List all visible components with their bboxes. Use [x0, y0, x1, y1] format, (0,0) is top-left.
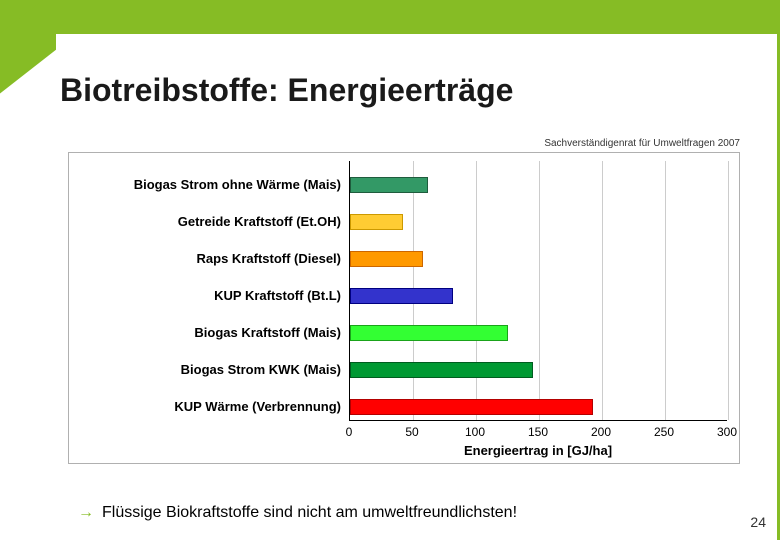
gridline [539, 161, 540, 420]
gridline [602, 161, 603, 420]
top-accent-band [0, 0, 780, 34]
bar [350, 362, 533, 378]
bar-category-label: Getreide Kraftstoff (Et.OH) [71, 214, 341, 230]
x-tick-label: 0 [346, 425, 353, 439]
x-tick-label: 300 [717, 425, 737, 439]
bar-category-label: Raps Kraftstoff (Diesel) [71, 251, 341, 267]
gridline [728, 161, 729, 420]
page-number: 24 [750, 514, 766, 530]
x-tick-label: 100 [465, 425, 485, 439]
bar [350, 399, 593, 415]
arrow-icon: → [78, 504, 94, 522]
chart-plot-area [349, 161, 727, 421]
slide-root: Biotreibstoffe: Energieerträge Sachverst… [0, 0, 780, 540]
bullet-text: Flüssige Biokraftstoffe sind nicht am um… [102, 504, 517, 522]
bar [350, 214, 403, 230]
source-citation: Sachverständigenrat für Umweltfragen 200… [544, 138, 740, 149]
x-tick-label: 250 [654, 425, 674, 439]
x-tick-label: 150 [528, 425, 548, 439]
bar [350, 177, 428, 193]
bar [350, 325, 508, 341]
gridline [476, 161, 477, 420]
bar [350, 288, 453, 304]
bar-category-label: Biogas Strom ohne Wärme (Mais) [71, 177, 341, 193]
bar-category-label: Biogas Strom KWK (Mais) [71, 362, 341, 378]
bar-category-label: Biogas Kraftstoff (Mais) [71, 325, 341, 341]
x-axis-title: Energieertrag in [GJ/ha] [349, 443, 727, 458]
slide-title: Biotreibstoffe: Energieerträge [60, 72, 513, 109]
bar-category-label: KUP Kraftstoff (Bt.L) [71, 288, 341, 304]
bar-category-label: KUP Wärme (Verbrennung) [71, 399, 341, 415]
chart-container: Energieertrag in [GJ/ha] 0 50 100 150 200 250… [68, 152, 740, 464]
bar [350, 251, 423, 267]
bullet-line: → Flüssige Biokraftstoffe sind nicht am … [78, 504, 517, 522]
x-tick-label: 200 [591, 425, 611, 439]
gridline [665, 161, 666, 420]
x-tick-label: 50 [405, 425, 418, 439]
